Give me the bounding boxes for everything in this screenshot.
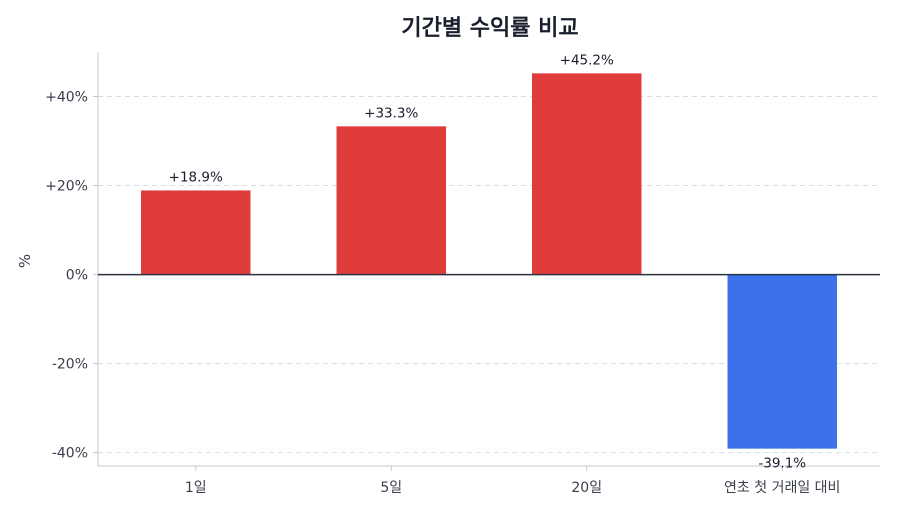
y-tick-label: +40% xyxy=(45,90,88,106)
x-tick-label: 1일 xyxy=(185,480,207,496)
chart-title: 기간별 수익률 비교 xyxy=(401,16,578,41)
y-tick-label: -40% xyxy=(52,446,88,462)
bars-layer xyxy=(141,73,837,449)
bar xyxy=(336,126,446,275)
axes-layer xyxy=(93,52,880,471)
data-label: +18.9% xyxy=(169,169,223,185)
y-tick-label: +20% xyxy=(45,179,88,195)
data-label: +33.3% xyxy=(364,105,418,121)
data-label: +45.2% xyxy=(560,52,614,68)
x-tick-label: 20일 xyxy=(571,480,602,496)
data-label: -39.1% xyxy=(758,456,806,472)
x-tick-label: 연초 첫 거래일 대비 xyxy=(724,480,840,496)
x-tick-label: 5일 xyxy=(380,480,402,496)
bar xyxy=(141,190,251,275)
bar xyxy=(727,274,837,449)
y-tick-label: 0% xyxy=(66,268,88,284)
y-tick-label: -20% xyxy=(52,357,88,373)
y-axis-label: % xyxy=(16,254,34,268)
bar xyxy=(532,73,642,275)
labels-layer: -40% -20% 0% +20% +40% +18.9% 1일 +33.3% 5일 +45.2%… xyxy=(45,52,840,496)
